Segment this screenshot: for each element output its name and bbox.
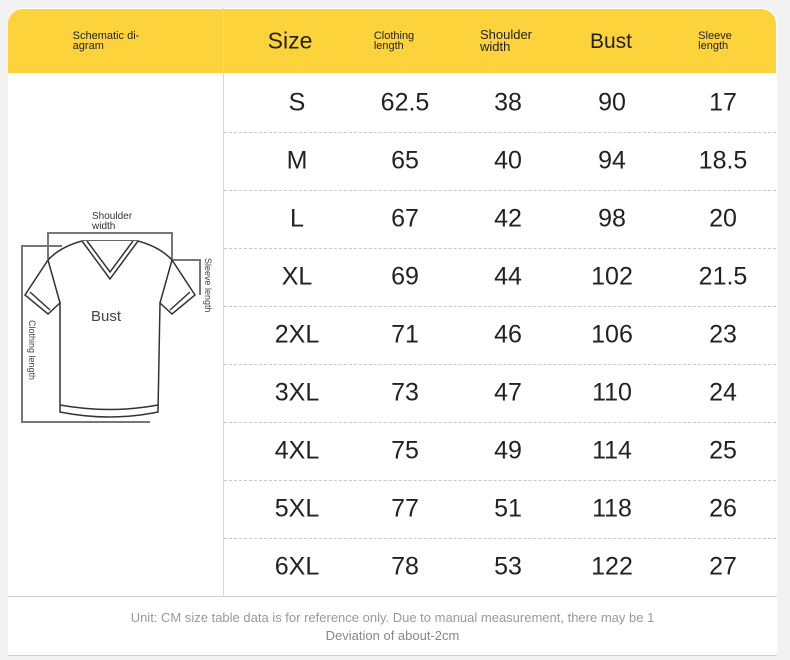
cell-shoulder-width: 38	[494, 88, 522, 117]
cell-sleeve-length: 17	[709, 88, 737, 117]
cell-shoulder-width: 49	[494, 436, 522, 465]
cell-bust: 118	[592, 494, 632, 523]
cell-clothing-length: 69	[391, 262, 419, 291]
cell-size: M	[286, 146, 308, 175]
table-row: S 62.5 38 90 17	[224, 74, 776, 133]
cell-size: 2XL	[274, 320, 320, 349]
cell-shoulder-width: 40	[494, 146, 522, 175]
table-row: 5XL 77 51 118 26	[224, 480, 776, 539]
cell-sleeve-length: 23	[709, 320, 737, 349]
cell-shoulder-width: 46	[494, 320, 522, 349]
cell-bust: 122	[591, 552, 633, 581]
cell-clothing-length: 71	[391, 320, 419, 349]
cell-sleeve-length: 21.5	[698, 262, 748, 291]
footer-note-text: Unit: CM size table data is for referenc…	[130, 609, 655, 625]
header-diagram: Schematic di- agram	[72, 30, 140, 52]
tshirt-diagram: Shoulder width Bust Clothing length Slee…	[0, 200, 225, 430]
cell-shoulder-width: 53	[494, 552, 522, 581]
cell-size: XL	[281, 262, 313, 291]
cell-bust: 94	[598, 146, 626, 175]
cell-bust: 90	[598, 88, 626, 117]
table-row: 6XL 78 53 122 27	[224, 538, 776, 596]
cell-bust: 110	[592, 378, 632, 407]
cell-size: 6XL	[274, 552, 320, 581]
footer-note-overlap-text: Deviation of about-2cm	[325, 627, 460, 643]
footer-note: Unit: CM size table data is for referenc…	[8, 596, 777, 656]
table-row: L 67 42 98 20	[224, 190, 776, 249]
cell-bust: 102	[591, 262, 633, 291]
cell-clothing-length: 67	[391, 204, 419, 233]
table-row: 2XL 71 46 106 23	[224, 306, 776, 365]
cell-sleeve-length: 24	[709, 378, 737, 407]
cell-bust: 106	[591, 320, 633, 349]
header-sleeve-length: Sleeve length	[698, 30, 732, 52]
cell-clothing-length: 65	[391, 146, 419, 175]
cell-size: 4XL	[274, 436, 320, 465]
cell-sleeve-length: 25	[709, 436, 737, 465]
diagram-clothing-length-label: Clothing length	[27, 320, 37, 381]
cell-shoulder-width: 42	[494, 204, 522, 233]
diagram-bust-label: Bust	[91, 308, 122, 325]
cell-shoulder-width: 44	[494, 262, 522, 291]
table-row: 3XL 73 47 110 24	[224, 364, 776, 423]
diagram-shoulder-width-label: Shoulder width	[92, 211, 133, 232]
column-divider	[223, 8, 224, 596]
cell-bust: 114	[592, 436, 632, 465]
cell-sleeve-length: 20	[709, 204, 737, 233]
tshirt-icon	[21, 232, 201, 423]
cell-clothing-length: 73	[391, 378, 419, 407]
cell-sleeve-length: 27	[709, 552, 737, 581]
header-size: Size	[267, 27, 313, 54]
header-shoulder-width: Shoulder width	[479, 27, 533, 54]
table-header: Schematic di- agram Size Clothing length…	[8, 9, 776, 73]
cell-bust: 98	[598, 204, 626, 233]
cell-shoulder-width: 51	[494, 494, 522, 523]
table-row: M 65 40 94 18.5	[224, 132, 776, 191]
table-row: XL 69 44 102 21.5	[224, 248, 776, 307]
diagram-sleeve-length-label: Sleeve length	[203, 258, 213, 313]
cell-size: 3XL	[274, 378, 320, 407]
cell-size: S	[288, 88, 306, 117]
cell-size: L	[290, 204, 304, 233]
cell-shoulder-width: 47	[494, 378, 522, 407]
cell-sleeve-length: 18.5	[698, 146, 748, 175]
cell-clothing-length: 62.5	[380, 88, 430, 117]
cell-clothing-length: 77	[391, 494, 419, 523]
header-clothing-length: Clothing length	[373, 30, 415, 52]
cell-clothing-length: 75	[391, 436, 419, 465]
cell-clothing-length: 78	[391, 552, 419, 581]
cell-size: 5XL	[274, 494, 320, 523]
table-row: 4XL 75 49 114 25	[224, 422, 776, 481]
cell-sleeve-length: 26	[709, 494, 737, 523]
header-bust: Bust	[589, 30, 633, 53]
